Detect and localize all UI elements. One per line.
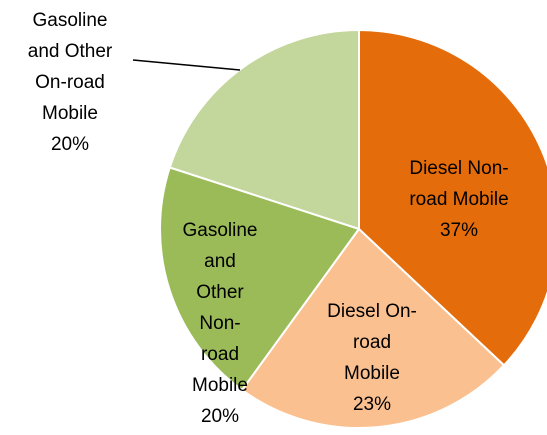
pie-slice [358, 28, 547, 367]
category-label: Diesel Non-road Mobile [409, 158, 509, 210]
value-label: 20% [50, 134, 90, 155]
slice-label: Gasoline and Other Non-road Mobile 20% [183, 215, 258, 432]
value-label: 37% [439, 220, 479, 241]
value-label: 20% [200, 406, 240, 427]
category-label: Gasoline and Other On-road Mobile [27, 10, 113, 124]
slice-label: Gasoline and Other On-road Mobile 20% [22, 5, 118, 160]
category-label: Diesel On-road Mobile [327, 301, 417, 384]
category-label: Gasoline and Other Non-road Mobile [182, 220, 258, 396]
slice-label: Diesel On-road Mobile 23% [324, 296, 420, 420]
slice-label: Diesel Non-road Mobile 37% [403, 153, 515, 246]
pie-slice [159, 166, 361, 392]
pie-slice [240, 227, 506, 429]
pie-slice [168, 28, 360, 231]
value-label: 23% [352, 394, 392, 415]
leader-line [132, 59, 241, 71]
